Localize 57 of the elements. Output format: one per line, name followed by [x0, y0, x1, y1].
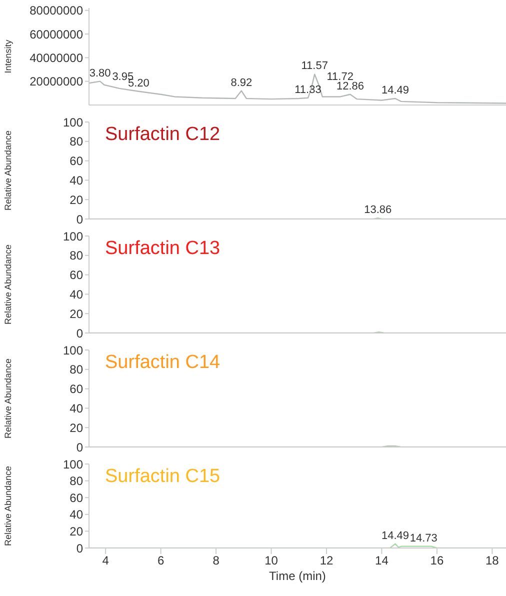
y-tick-label: 40: [70, 173, 84, 188]
y-tick-label: 100: [62, 457, 84, 472]
y-tick-label: 60: [70, 268, 84, 282]
annotation: 13.86: [364, 204, 392, 216]
annotation: 11.33: [294, 84, 322, 96]
y-tick-label: 0: [76, 541, 84, 556]
x-tick-label: 16: [430, 554, 444, 568]
y-tick-label: 40: [70, 401, 84, 416]
y-axis-title: Intensity: [3, 39, 14, 74]
annotation: 11.72: [326, 70, 354, 83]
x-tick-label: 8: [212, 554, 220, 568]
y-tick-label: 80: [70, 134, 84, 149]
chart-title: Surfactin C15: [105, 466, 220, 488]
y-tick-label: 0: [76, 440, 84, 454]
y-tick-label: 20: [70, 524, 84, 538]
annotation: 14.49: [381, 530, 410, 542]
y-tick-label: 60000000: [30, 27, 84, 42]
chart-title: Surfactin C14: [105, 352, 220, 374]
y-axis-title: Relative Abundance: [3, 244, 14, 325]
y-tick-label: 60: [70, 154, 84, 168]
chart-title: Surfactin C12: [105, 124, 220, 146]
y-tick-label: 40: [70, 508, 84, 522]
y-axis-title: Relative Abundance: [3, 466, 14, 546]
y-tick-label: 80000000: [30, 4, 84, 18]
y-tick-label: 20000000: [30, 74, 84, 89]
y-axis-title: Relative Abundance: [3, 358, 14, 439]
annotation: 14.73: [410, 532, 438, 544]
y-tick-label: 60: [70, 382, 84, 396]
y-tick-label: 0: [76, 326, 84, 340]
x-tick-label: 4: [102, 554, 110, 568]
x-tick-label: 6: [157, 554, 164, 568]
x-tick-label: 18: [486, 554, 500, 568]
annotation: 14.49: [381, 84, 410, 96]
annotation: 12.86: [336, 80, 364, 92]
x-axis-title: Time (min): [269, 569, 326, 583]
y-tick-label: 80: [70, 248, 84, 263]
y-tick-label: 80: [70, 362, 84, 377]
y-tick-label: 60: [70, 490, 84, 505]
x-tick-label: 12: [320, 554, 334, 568]
y-axis-title: Relative Abundance: [3, 130, 14, 211]
y-tick-label: 20: [70, 420, 84, 435]
annotation: 5.20: [128, 77, 150, 90]
y-tick-label: 80: [70, 474, 84, 488]
x-tick-label: 14: [375, 554, 389, 568]
y-tick-label: 20: [70, 306, 84, 321]
y-tick-label: 20: [70, 192, 84, 207]
y-tick-label: 100: [62, 343, 84, 358]
y-tick-label: 100: [62, 229, 84, 244]
annotation: 11.57: [301, 60, 328, 72]
y-tick-label: 0: [76, 212, 84, 226]
y-tick-label: 40000000: [30, 50, 84, 65]
y-tick-label: 100: [62, 115, 84, 130]
y-tick-label: 40: [70, 287, 84, 302]
chart-title: Surfactin C13: [105, 238, 220, 260]
annotation: 3.80: [89, 67, 111, 80]
annotation: 8.92: [230, 76, 252, 89]
x-tick-label: 10: [264, 554, 278, 568]
